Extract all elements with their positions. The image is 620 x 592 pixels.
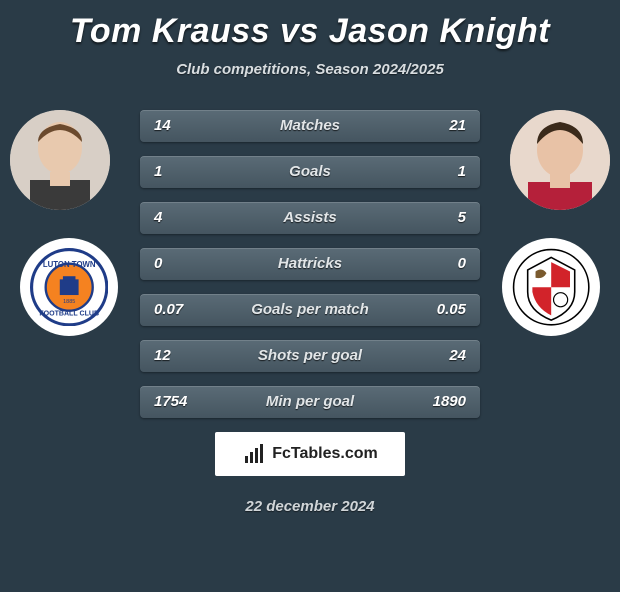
branding-box: FcTables.com [215, 432, 405, 476]
stat-row-goals-per-match: 0.07 Goals per match 0.05 [140, 294, 480, 326]
stat-row-assists: 4 Assists 5 [140, 202, 480, 234]
club-right-badge [502, 238, 600, 336]
bar-chart-icon [242, 442, 266, 466]
stat-row-shots-per-goal: 12 Shots per goal 24 [140, 340, 480, 372]
stat-label: Shots per goal [140, 340, 480, 372]
svg-text:LUTON TOWN: LUTON TOWN [43, 260, 96, 269]
branding-text: FcTables.com [272, 445, 378, 463]
stat-right-value: 21 [449, 110, 466, 142]
footer-date: 22 december 2024 [0, 498, 620, 515]
stat-row-min-per-goal: 1754 Min per goal 1890 [140, 386, 480, 418]
club-left-badge: LUTON TOWN FOOTBALL CLUB 1885 [20, 238, 118, 336]
stats-bars: 14 Matches 21 1 Goals 1 4 Assists 5 0 Ha… [140, 110, 480, 418]
stat-label: Goals per match [140, 294, 480, 326]
stat-right-value: 0.05 [437, 294, 466, 326]
comparison-content: LUTON TOWN FOOTBALL CLUB 1885 14 Matches… [0, 110, 620, 515]
stat-right-value: 1 [458, 156, 466, 188]
page-title: Tom Krauss vs Jason Knight [0, 12, 620, 51]
svg-text:1885: 1885 [63, 299, 75, 305]
stat-right-value: 5 [458, 202, 466, 234]
stat-row-hattricks: 0 Hattricks 0 [140, 248, 480, 280]
stat-right-value: 1890 [433, 386, 466, 418]
stat-right-value: 24 [449, 340, 466, 372]
stat-right-value: 0 [458, 248, 466, 280]
person-icon [510, 110, 610, 210]
stat-label: Hattricks [140, 248, 480, 280]
stat-label: Goals [140, 156, 480, 188]
player-right-avatar [510, 110, 610, 210]
club-crest-icon [512, 248, 590, 326]
page-subtitle: Club competitions, Season 2024/2025 [0, 61, 620, 78]
club-crest-icon: LUTON TOWN FOOTBALL CLUB 1885 [30, 248, 108, 326]
svg-text:FOOTBALL CLUB: FOOTBALL CLUB [39, 310, 99, 317]
stat-row-goals: 1 Goals 1 [140, 156, 480, 188]
person-icon [10, 110, 110, 210]
stat-label: Matches [140, 110, 480, 142]
player-left-avatar [10, 110, 110, 210]
stat-row-matches: 14 Matches 21 [140, 110, 480, 142]
stat-label: Assists [140, 202, 480, 234]
stat-label: Min per goal [140, 386, 480, 418]
